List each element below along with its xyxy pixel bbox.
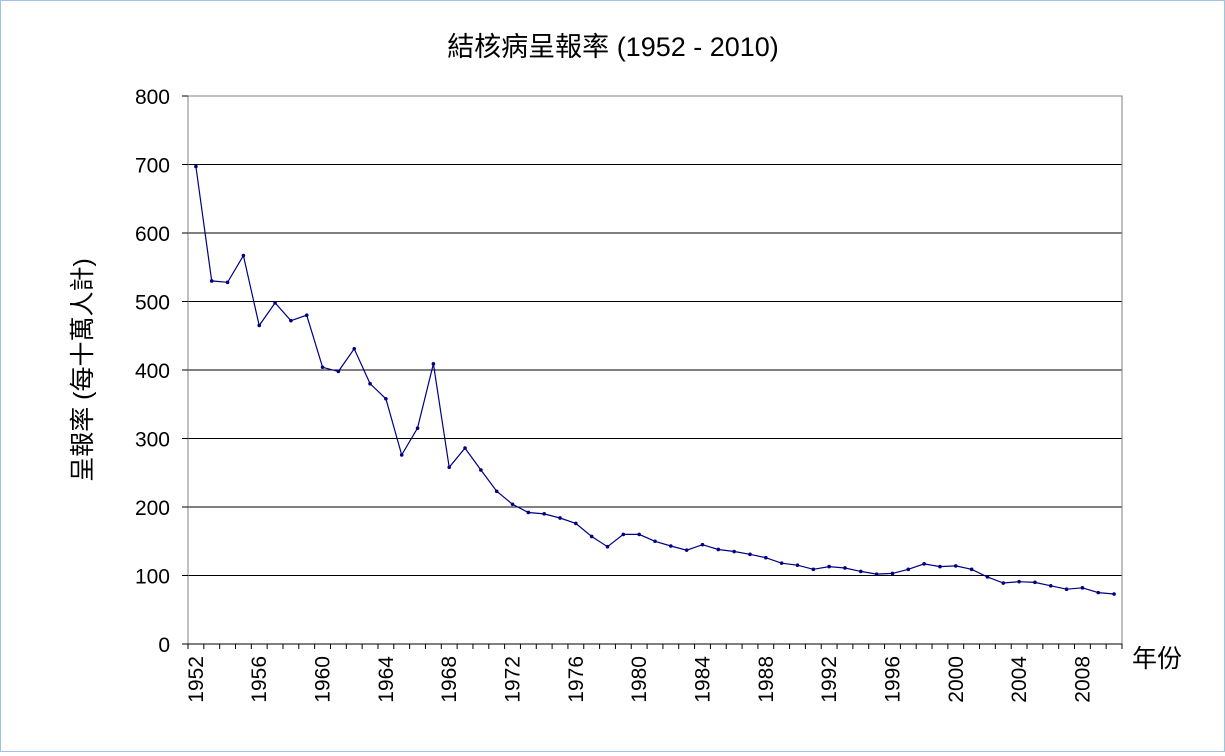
x-tick-label: 1960 — [312, 656, 335, 703]
data-point — [447, 465, 452, 470]
chart-title: 結核病呈報率 (1952 - 2010) — [447, 32, 779, 62]
data-point — [922, 562, 926, 566]
data-point — [479, 468, 483, 472]
y-tick-label: 700 — [135, 155, 170, 178]
data-point — [289, 318, 293, 323]
y-tick-label: 100 — [135, 566, 170, 589]
data-point — [811, 567, 816, 572]
data-point — [415, 426, 420, 431]
data-point — [732, 549, 736, 554]
data-point — [320, 365, 325, 370]
gridlines — [188, 164, 1122, 576]
x-tick-label: 2008 — [1071, 656, 1094, 703]
data-point — [352, 346, 357, 351]
data-point — [748, 552, 752, 557]
y-tick-label: 200 — [135, 497, 170, 520]
y-tick-label: 300 — [135, 429, 170, 452]
x-tick-label: 1984 — [691, 656, 714, 703]
data-point — [700, 542, 705, 547]
series-group — [194, 164, 1116, 596]
data-point — [637, 532, 641, 537]
x-tick-label: 1964 — [375, 656, 398, 703]
data-point — [827, 564, 831, 569]
data-point — [716, 547, 721, 552]
data-point — [621, 532, 626, 537]
y-axis: 0 100 200 300 400 500 600 700 800 — [135, 86, 188, 657]
x-tick-label: 2000 — [945, 656, 968, 703]
data-point — [858, 569, 863, 574]
x-tick-label: 1968 — [438, 656, 461, 703]
series-line — [195, 166, 1115, 595]
x-axis: 1952 1956 1960 1964 1968 1972 1976 1980 1984 1988… — [185, 643, 1123, 703]
y-tick-label: 800 — [135, 86, 170, 109]
data-point — [605, 544, 610, 549]
data-point — [1048, 583, 1053, 588]
data-point — [463, 446, 467, 450]
data-point — [1112, 592, 1116, 596]
y-tick-label: 500 — [135, 292, 170, 315]
data-point — [304, 313, 309, 318]
data-point — [273, 301, 277, 305]
data-point — [241, 253, 246, 258]
data-point — [542, 512, 546, 516]
data-point — [874, 572, 879, 576]
data-point — [969, 567, 974, 572]
data-point — [1080, 586, 1085, 590]
data-point — [399, 453, 404, 457]
data-point — [890, 571, 895, 576]
data-point — [336, 369, 341, 374]
data-point — [684, 548, 689, 552]
data-point — [431, 362, 436, 366]
x-tick-label: 1988 — [755, 656, 778, 703]
data-point — [906, 567, 911, 572]
x-tick-label: 2004 — [1008, 656, 1031, 703]
data-point — [1033, 580, 1037, 585]
data-point — [510, 502, 515, 507]
data-point — [574, 521, 578, 526]
data-point — [938, 564, 942, 569]
y-tick-label: 0 — [158, 634, 170, 657]
x-tick-label: 1980 — [628, 656, 651, 703]
data-point — [779, 561, 784, 565]
x-tick-label: 1972 — [502, 656, 525, 703]
data-point — [843, 566, 847, 570]
data-point — [368, 381, 372, 386]
data-point — [653, 539, 657, 544]
x-tick-label: 1992 — [818, 656, 841, 703]
x-axis-label: 年份 — [1132, 645, 1182, 673]
data-point — [1096, 590, 1101, 595]
y-tick-label: 400 — [135, 360, 170, 383]
data-point — [953, 564, 958, 568]
data-point — [194, 164, 198, 169]
data-point — [209, 279, 214, 283]
data-point — [558, 516, 562, 520]
data-point — [526, 510, 531, 515]
data-point — [669, 544, 673, 548]
x-tick-label: 1976 — [565, 656, 588, 703]
x-tick-label: 1996 — [881, 656, 904, 703]
data-point — [589, 534, 594, 539]
data-point — [384, 396, 388, 401]
data-point — [257, 323, 262, 328]
data-point — [764, 555, 768, 560]
y-tick-label: 600 — [135, 223, 170, 246]
data-point — [1064, 587, 1069, 591]
x-tick-label: 1952 — [185, 656, 208, 703]
data-point — [1017, 579, 1021, 584]
x-tick-label: 1956 — [248, 656, 271, 703]
data-point — [985, 575, 990, 579]
data-point — [494, 489, 499, 494]
data-point — [225, 280, 230, 285]
data-point — [1001, 581, 1006, 585]
data-point — [795, 563, 800, 568]
y-axis-label: 呈報率 (每十萬人計) — [69, 258, 97, 482]
